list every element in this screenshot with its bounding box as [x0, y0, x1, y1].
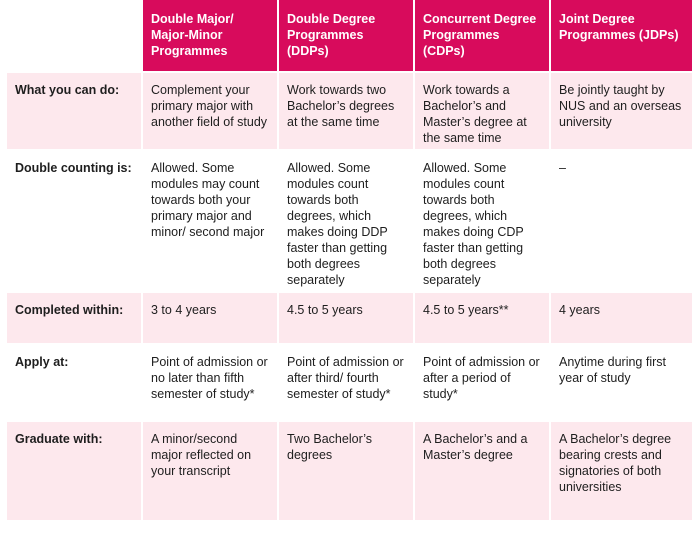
table-row: Apply at: Point of admission or no later…	[7, 343, 692, 420]
table-cell: A Bachelor’s and a Master’s degree	[415, 420, 551, 520]
table-cell: Two Bachelor’s degrees	[279, 420, 415, 520]
table-cell: Work towards two Bachelor’s degrees at t…	[279, 71, 415, 149]
programme-comparison-table: Double Major/ Major-Minor Programmes Dou…	[7, 0, 692, 520]
row-label-graduate-with: Graduate with:	[7, 420, 143, 520]
row-label-completed-within: Completed within:	[7, 291, 143, 343]
table-row: What you can do: Complement your primary…	[7, 71, 692, 149]
table-cell: 4.5 to 5 years**	[415, 291, 551, 343]
table-cell: A Bachelor’s degree bearing crests and s…	[551, 420, 692, 520]
header-joint-degree: Joint Degree Programmes (JDPs)	[551, 0, 692, 71]
table-cell: 3 to 4 years	[143, 291, 279, 343]
table-cell: Allowed. Some modules may count towards …	[143, 149, 279, 291]
header-row: Double Major/ Major-Minor Programmes Dou…	[7, 0, 692, 71]
table-cell: A minor/second major reflected on your t…	[143, 420, 279, 520]
table-cell: Point of admission or after a period of …	[415, 343, 551, 420]
table-cell: Allowed. Some modules count towards both…	[279, 149, 415, 291]
table-row: Completed within: 3 to 4 years 4.5 to 5 …	[7, 291, 692, 343]
table-cell: –	[551, 149, 692, 291]
header-double-major: Double Major/ Major-Minor Programmes	[143, 0, 279, 71]
table-cell: Allowed. Some modules count towards both…	[415, 149, 551, 291]
header-double-degree: Double Degree Programmes (DDPs)	[279, 0, 415, 71]
table-row: Double counting is: Allowed. Some module…	[7, 149, 692, 291]
table-cell: Point of admission or after third/ fourt…	[279, 343, 415, 420]
table-cell: 4 years	[551, 291, 692, 343]
table-cell: Anytime during first year of study	[551, 343, 692, 420]
header-corner	[7, 0, 143, 71]
row-label-what-you-can-do: What you can do:	[7, 71, 143, 149]
table-cell: Be jointly taught by NUS and an overseas…	[551, 71, 692, 149]
header-concurrent-degree: Concurrent Degree Programmes (CDPs)	[415, 0, 551, 71]
table-cell: Complement your primary major with anoth…	[143, 71, 279, 149]
row-label-double-counting: Double counting is:	[7, 149, 143, 291]
table-row: Graduate with: A minor/second major refl…	[7, 420, 692, 520]
table-cell: Point of admission or no later than fift…	[143, 343, 279, 420]
row-label-apply-at: Apply at:	[7, 343, 143, 420]
table-cell: Work towards a Bachelor’s and Master’s d…	[415, 71, 551, 149]
table-cell: 4.5 to 5 years	[279, 291, 415, 343]
